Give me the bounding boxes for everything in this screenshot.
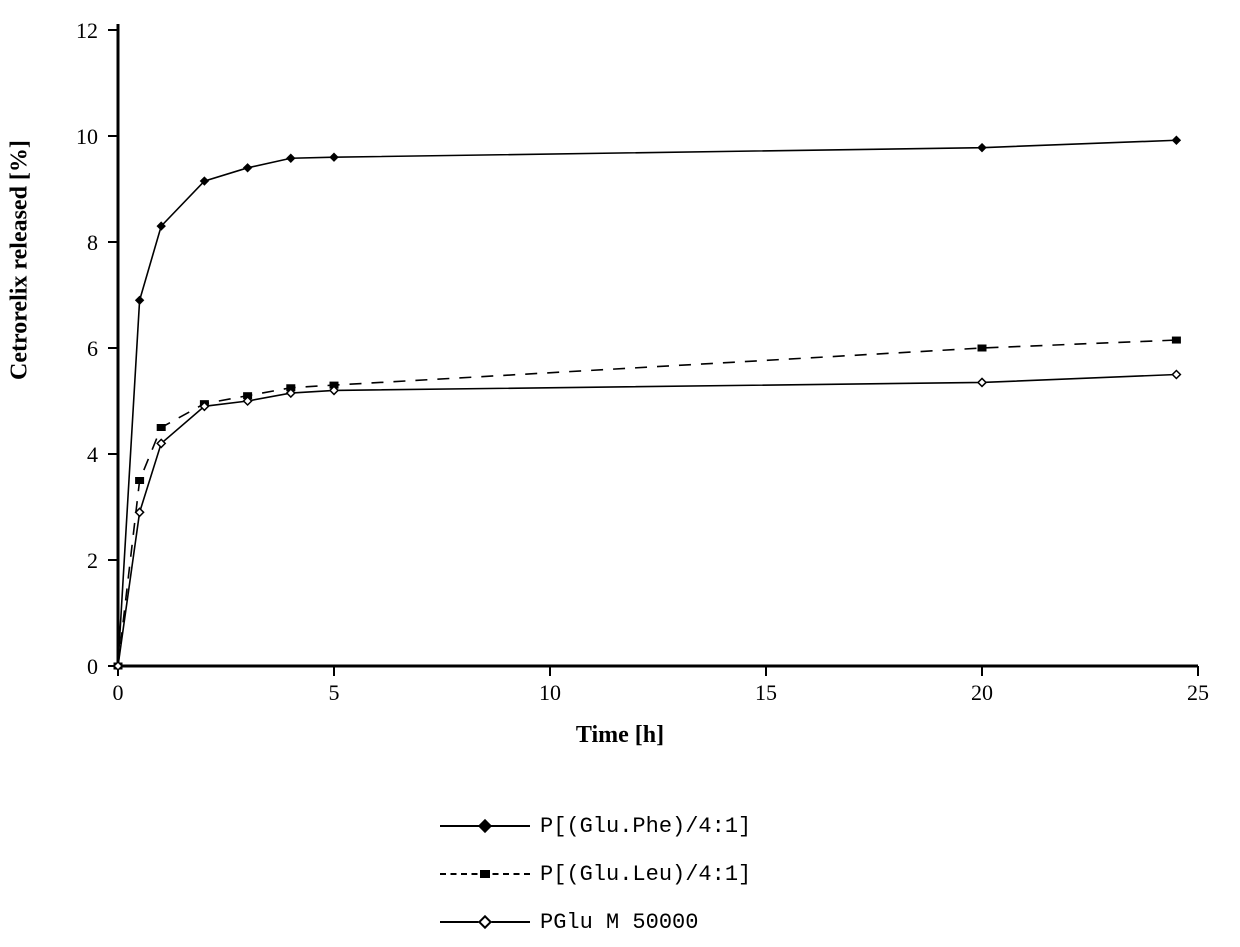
svg-text:20: 20 [971, 680, 993, 705]
x-axis-label: Time [h] [0, 722, 1240, 749]
svg-text:8: 8 [87, 230, 98, 255]
release-chart: 0 5 10 15 20 25 0 2 4 6 8 10 12 Cetrorelix released … [0, 0, 1240, 947]
legend-symbol-pglu [440, 912, 530, 932]
svg-text:12: 12 [76, 18, 98, 43]
svg-text:15: 15 [755, 680, 777, 705]
svg-text:6: 6 [87, 336, 98, 361]
y-axis-label: Cetrorelix released [%] [7, 140, 34, 380]
square-filled-icon [480, 870, 490, 878]
legend-symbol-phe [440, 816, 530, 836]
diamond-filled-icon [478, 819, 492, 833]
svg-text:4: 4 [87, 442, 98, 467]
svg-text:2: 2 [87, 548, 98, 573]
legend-label: PGlu M 50000 [540, 910, 698, 935]
legend: P[(Glu.Phe)/4:1] P[(Glu.Leu)/4:1] PGlu M… [440, 802, 751, 946]
legend-item-pglu: PGlu M 50000 [440, 898, 751, 946]
diamond-open-icon [478, 915, 492, 929]
svg-text:25: 25 [1187, 680, 1209, 705]
legend-item-leu: P[(Glu.Leu)/4:1] [440, 850, 751, 898]
svg-text:0: 0 [87, 654, 98, 679]
legend-item-phe: P[(Glu.Phe)/4:1] [440, 802, 751, 850]
svg-text:10: 10 [76, 124, 98, 149]
legend-label: P[(Glu.Leu)/4:1] [540, 862, 751, 887]
svg-text:5: 5 [329, 680, 340, 705]
svg-text:0: 0 [113, 680, 124, 705]
legend-symbol-leu [440, 864, 530, 884]
legend-label: P[(Glu.Phe)/4:1] [540, 814, 751, 839]
svg-text:10: 10 [539, 680, 561, 705]
